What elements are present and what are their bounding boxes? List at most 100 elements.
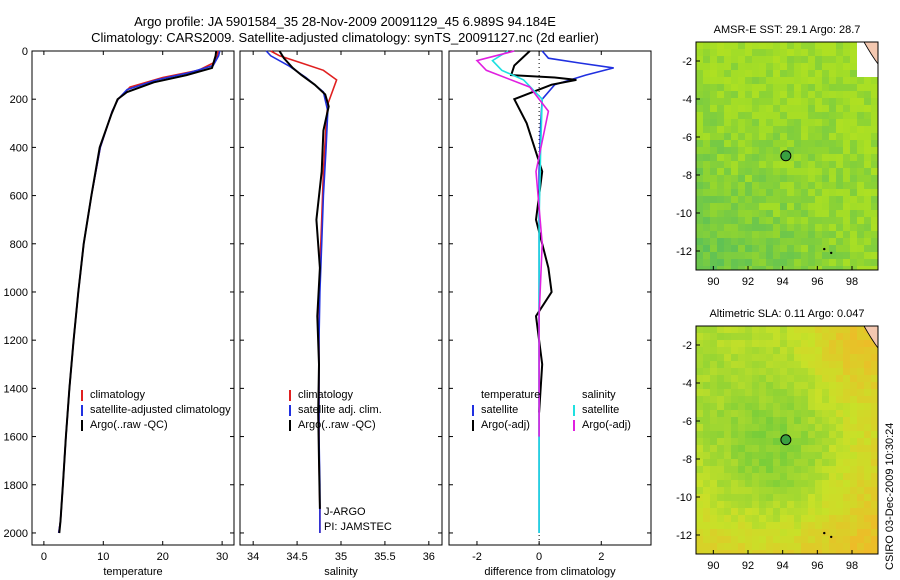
sla-map-cell xyxy=(724,417,731,424)
sst-map-cell xyxy=(815,119,822,126)
sla-map-cell xyxy=(745,487,752,494)
sst-map-cell xyxy=(773,168,780,175)
sst-map-cell xyxy=(829,154,836,161)
sla-map-cell xyxy=(752,494,759,501)
sla-map-cell xyxy=(759,536,766,543)
salinity-series-argo-raw-qc- xyxy=(278,50,330,509)
sst-map-cell xyxy=(780,168,787,175)
sla-map-cell xyxy=(780,326,787,333)
sst-map-cell xyxy=(731,147,738,154)
sla-map-cell xyxy=(787,431,794,438)
temperature-ytick-label: 1400 xyxy=(4,383,28,395)
sst-map-cell xyxy=(864,56,871,63)
sla-map-cell xyxy=(829,529,836,536)
sst-map-cell xyxy=(864,70,871,77)
sst-map-cell xyxy=(780,77,787,84)
sla-map-cell xyxy=(724,543,731,550)
sst-map-cell xyxy=(864,210,871,217)
sst-map-cell xyxy=(703,238,710,245)
sst-map-cell xyxy=(843,140,850,147)
sst-map-cell xyxy=(717,126,724,133)
footer-stamp: CSIRO 03-Dec-2009 10:30:24 xyxy=(884,423,896,570)
sla-map-cell xyxy=(857,522,864,529)
sla-map-cell xyxy=(843,480,850,487)
sst-map-cell xyxy=(829,224,836,231)
sla-map-cell xyxy=(857,354,864,361)
sla-map-cell xyxy=(815,333,822,340)
sla-map-cell xyxy=(794,550,801,554)
sla-map-cell xyxy=(752,389,759,396)
sst-map-cell xyxy=(829,168,836,175)
sst-map-cell xyxy=(822,168,829,175)
sla-map-cell xyxy=(801,354,808,361)
sla-map-cell xyxy=(871,529,878,536)
sst-map-cell xyxy=(710,189,717,196)
sst-map-cell xyxy=(724,42,731,49)
sla-map-cell xyxy=(850,424,857,431)
temperature-legend-label: climatology xyxy=(90,389,146,401)
sla-map-cell xyxy=(843,333,850,340)
sst-map-cell xyxy=(836,231,843,238)
sst-map-cell xyxy=(857,77,864,84)
sst-map-cell xyxy=(766,196,773,203)
sla-map-cell xyxy=(731,438,738,445)
sst-map-cell xyxy=(752,154,759,161)
sst-map-cell xyxy=(850,238,857,245)
sst-map-cell xyxy=(759,42,766,49)
sla-map-cell xyxy=(787,473,794,480)
sst-map-cell xyxy=(731,175,738,182)
sst-map-cell xyxy=(717,231,724,238)
sst-map-cell xyxy=(773,231,780,238)
sla-map-cell xyxy=(773,326,780,333)
sla-map-cell xyxy=(857,543,864,550)
sla-map-ytick-label: -6 xyxy=(682,416,692,428)
salinity-xtick-label: 34 xyxy=(247,551,259,563)
sst-map-cell xyxy=(850,217,857,224)
sla-map-ytick-label: -4 xyxy=(682,378,692,390)
sst-map-cell xyxy=(710,175,717,182)
sla-map-cell xyxy=(731,361,738,368)
sla-map-cell xyxy=(836,445,843,452)
sst-map-cell xyxy=(836,98,843,105)
sst-map-cell xyxy=(759,140,766,147)
sst-map-cell xyxy=(829,70,836,77)
sla-map-cell xyxy=(766,445,773,452)
sst-map-cell xyxy=(724,224,731,231)
sst-map-cell xyxy=(794,70,801,77)
temperature-series-argo-raw-qc- xyxy=(58,50,218,534)
sst-map-cell xyxy=(738,56,745,63)
sla-map-cell xyxy=(724,487,731,494)
sst-map-cell xyxy=(822,49,829,56)
sla-map-cell xyxy=(843,466,850,473)
sst-map-cell xyxy=(822,77,829,84)
sst-map-cell xyxy=(794,182,801,189)
sla-map-cell xyxy=(871,501,878,508)
sla-map-cell xyxy=(717,333,724,340)
sst-map-cell xyxy=(766,91,773,98)
sla-map-cell xyxy=(843,417,850,424)
sla-map-cell xyxy=(871,466,878,473)
sst-map-cell xyxy=(766,42,773,49)
sst-map-cell xyxy=(871,231,878,238)
sla-map-cell xyxy=(738,445,745,452)
sla-map-cell xyxy=(759,382,766,389)
sst-map-cell xyxy=(759,70,766,77)
sla-map-cell xyxy=(780,340,787,347)
sla-map-cell xyxy=(710,361,717,368)
sst-map-cell xyxy=(787,168,794,175)
sla-map-cell xyxy=(710,501,717,508)
sla-map-cell xyxy=(703,340,710,347)
sst-map-cell xyxy=(745,175,752,182)
sla-map-cell xyxy=(864,333,871,340)
sst-map-cell xyxy=(731,140,738,147)
sla-map-cell xyxy=(731,515,738,522)
sst-map-cell xyxy=(815,175,822,182)
sla-map-cell xyxy=(696,487,703,494)
sla-map-cell xyxy=(850,375,857,382)
sla-map-cell xyxy=(829,333,836,340)
sst-map-cell xyxy=(822,175,829,182)
sla-map-cell xyxy=(787,508,794,515)
sla-map-cell xyxy=(864,396,871,403)
sla-map-cell xyxy=(794,508,801,515)
sst-map-cell xyxy=(843,70,850,77)
